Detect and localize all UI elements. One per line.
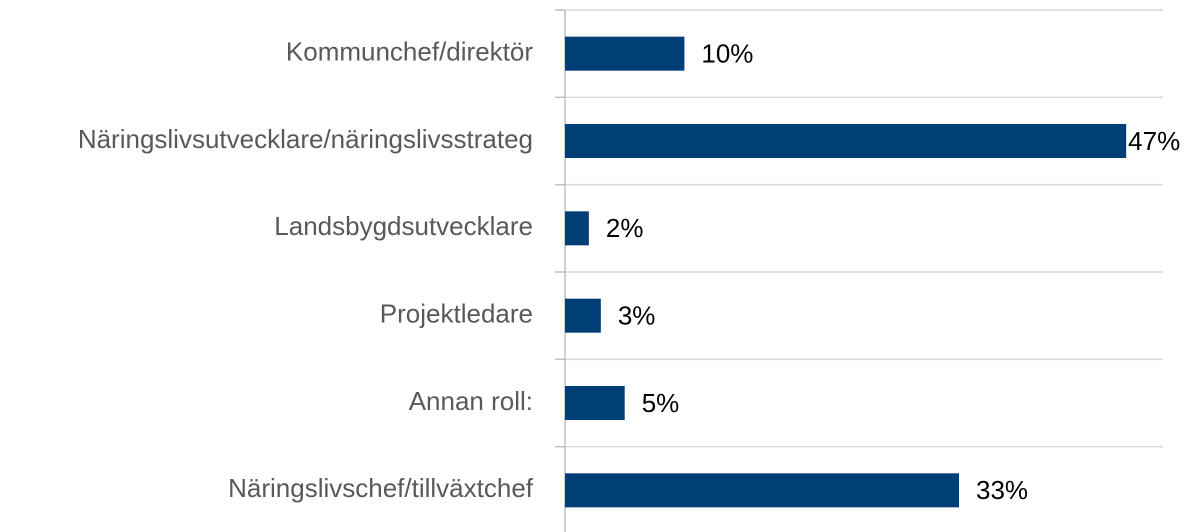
category-label: Annan roll: [409,386,533,416]
value-label: 5% [642,388,680,418]
category-label: Kommunchef/direktör [286,37,533,67]
category-label: Näringslivsutvecklare/näringslivsstrateg [78,124,533,154]
bar [565,124,1127,158]
bar [565,473,960,508]
value-label: 47% [1128,126,1180,156]
category-label: Landsbygdsutvecklare [274,211,533,241]
value-label: 10% [701,39,753,69]
category-label: Projektledare [380,299,533,329]
value-label: 2% [606,213,644,243]
bar [565,298,601,333]
bar [565,36,685,71]
value-label: 3% [618,301,656,331]
category-label: Näringslivschef/tillväxtchef [228,473,534,503]
bar [565,211,589,246]
value-label: 33% [976,475,1028,505]
bar [565,386,625,420]
